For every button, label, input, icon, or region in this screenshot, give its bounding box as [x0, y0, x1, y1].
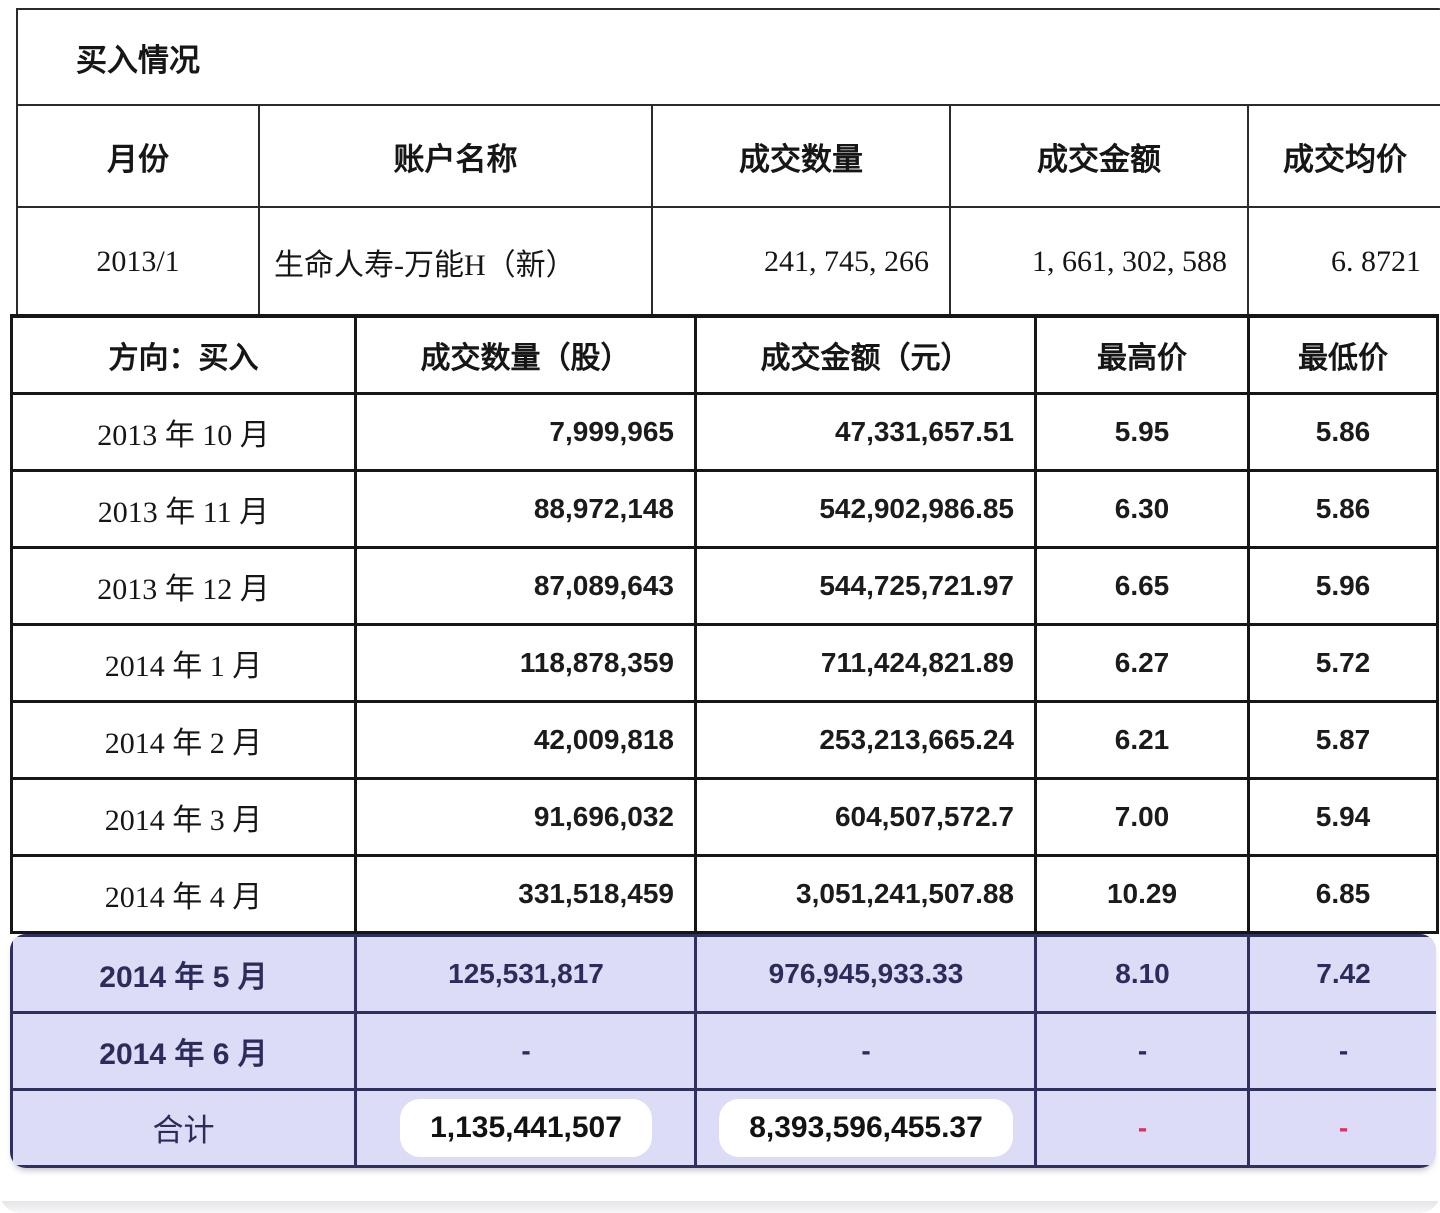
volume-cell: 7,999,965 — [354, 391, 697, 472]
column-header-volume-shares: 成交数量（股） — [354, 314, 697, 395]
selected-value-pill: 1,135,441,507 — [400, 1098, 652, 1157]
volume-cell: 88,972,148 — [354, 468, 697, 549]
amount-cell: 3,051,241,507.88 — [694, 853, 1037, 934]
table-header-row: 方向：买入 成交数量（股） 成交金额（元） 最高价 最低价 — [10, 314, 1439, 395]
low-cell: 5.87 — [1247, 699, 1439, 780]
low-cell: 6.85 — [1247, 853, 1439, 934]
month-cell: 2013 年 12 月 — [10, 545, 357, 626]
amount-cell: 711,424,821.89 — [694, 622, 1037, 703]
high-cell: 8.10 — [1034, 933, 1250, 1014]
volume-cell: 125,531,817 — [354, 933, 697, 1014]
table-header-row: 月份 账户名称 成交数量 成交金额 成交均价 — [16, 104, 1440, 208]
table-row: 2014 年 2 月 42,009,818 253,213,665.24 6.2… — [10, 699, 1439, 780]
account-cell: 生命人寿-万能H（新） — [258, 206, 653, 315]
total-high-cell: - — [1034, 1087, 1250, 1168]
column-header-low: 最低价 — [1247, 314, 1439, 395]
high-cell: 5.95 — [1034, 391, 1250, 472]
low-cell: 5.96 — [1247, 545, 1439, 626]
month-cell: 2014 年 2 月 — [10, 699, 357, 780]
amount-cell: 544,725,721.97 — [694, 545, 1037, 626]
table-row: 2014 年 3 月 91,696,032 604,507,572.7 7.00… — [10, 776, 1439, 857]
column-header-account: 账户名称 — [258, 104, 653, 208]
buy-summary-table: 买入情况 月份 账户名称 成交数量 成交金额 成交均价 2013/1 生命人寿-… — [15, 8, 1440, 315]
table-row-highlighted: 2014 年 5 月 125,531,817 976,945,933.33 8.… — [10, 933, 1436, 1014]
selected-value-pill: 8,393,596,455.37 — [719, 1098, 1013, 1157]
amount-cell: 47,331,657.51 — [694, 391, 1037, 472]
amount-cell: 976,945,933.33 — [694, 933, 1037, 1014]
column-header-amount-yuan: 成交金额（元） — [694, 314, 1037, 395]
high-cell: 7.00 — [1034, 776, 1250, 857]
column-header-high: 最高价 — [1034, 314, 1250, 395]
volume-cell: 42,009,818 — [354, 699, 697, 780]
month-cell: 2014 年 1 月 — [10, 622, 357, 703]
table-row-total: 合计 1,135,441,507 8,393,596,455.37 - - — [10, 1087, 1436, 1168]
amount-cell: 604,507,572.7 — [694, 776, 1037, 857]
avg-price-cell: 6. 8721 — [1246, 206, 1440, 315]
month-cell: 2014 年 4 月 — [10, 853, 357, 934]
monthly-table: 方向：买入 成交数量（股） 成交金额（元） 最高价 最低价 2013 年 10 … — [10, 314, 1439, 1168]
high-cell: 10.29 — [1034, 853, 1250, 934]
column-header-avg-price: 成交均价 — [1246, 104, 1440, 208]
monthly-table-highlighted: 2014 年 5 月 125,531,817 976,945,933.33 8.… — [10, 933, 1436, 1168]
table-row: 2013 年 12 月 87,089,643 544,725,721.97 6.… — [10, 545, 1439, 626]
month-cell: 2014 年 6 月 — [10, 1010, 357, 1091]
low-cell: 5.72 — [1247, 622, 1439, 703]
high-cell: 6.65 — [1034, 545, 1250, 626]
high-cell: - — [1034, 1010, 1250, 1091]
amount-cell: 253,213,665.24 — [694, 699, 1037, 780]
table-row: 2014 年 1 月 118,878,359 711,424,821.89 6.… — [10, 622, 1439, 703]
volume-cell: 87,089,643 — [354, 545, 697, 626]
total-label-cell: 合计 — [10, 1087, 357, 1168]
column-header-amount: 成交金额 — [949, 104, 1249, 208]
column-header-volume: 成交数量 — [651, 104, 951, 208]
low-cell: 5.86 — [1247, 468, 1439, 549]
amount-cell: 542,902,986.85 — [694, 468, 1037, 549]
volume-cell: - — [354, 1010, 697, 1091]
highlighted-rows-block: 2014 年 5 月 125,531,817 976,945,933.33 8.… — [10, 933, 1436, 1168]
high-cell: 6.27 — [1034, 622, 1250, 703]
monthly-table-upper: 方向：买入 成交数量（股） 成交金额（元） 最高价 最低价 2013 年 10 … — [10, 314, 1439, 934]
table-row: 2013 年 11 月 88,972,148 542,902,986.85 6.… — [10, 468, 1439, 549]
high-cell: 6.30 — [1034, 468, 1250, 549]
amount-cell: 1, 661, 302, 588 — [949, 206, 1249, 315]
total-amount-cell: 8,393,596,455.37 — [694, 1087, 1037, 1168]
amount-cell: - — [694, 1010, 1037, 1091]
month-cell: 2013 年 10 月 — [10, 391, 357, 472]
month-cell: 2014 年 3 月 — [10, 776, 357, 857]
volume-cell: 91,696,032 — [354, 776, 697, 857]
column-header-month: 月份 — [16, 104, 260, 208]
table-row: 2013/1 生命人寿-万能H（新） 241, 745, 266 1, 661,… — [16, 206, 1440, 315]
month-cell: 2013/1 — [16, 206, 260, 315]
table-row-highlighted: 2014 年 6 月 - - - - — [10, 1010, 1436, 1091]
month-cell: 2013 年 11 月 — [10, 468, 357, 549]
volume-cell: 118,878,359 — [354, 622, 697, 703]
high-cell: 6.21 — [1034, 699, 1250, 780]
low-cell: 5.86 — [1247, 391, 1439, 472]
month-cell: 2014 年 5 月 — [10, 933, 357, 1014]
volume-cell: 241, 745, 266 — [651, 206, 951, 315]
total-low-cell: - — [1247, 1087, 1436, 1168]
table-title: 买入情况 — [15, 8, 1440, 106]
low-cell: - — [1247, 1010, 1436, 1091]
column-header-direction: 方向：买入 — [10, 314, 357, 395]
table-row: 2013 年 10 月 7,999,965 47,331,657.51 5.95… — [10, 391, 1439, 472]
volume-cell: 331,518,459 — [354, 853, 697, 934]
low-cell: 5.94 — [1247, 776, 1439, 857]
table-row: 2014 年 4 月 331,518,459 3,051,241,507.88 … — [10, 853, 1439, 934]
table-title-row: 买入情况 — [15, 8, 1440, 106]
low-cell: 7.42 — [1247, 933, 1436, 1014]
page-bottom-shadow — [0, 1201, 1440, 1213]
total-volume-cell: 1,135,441,507 — [354, 1087, 697, 1168]
